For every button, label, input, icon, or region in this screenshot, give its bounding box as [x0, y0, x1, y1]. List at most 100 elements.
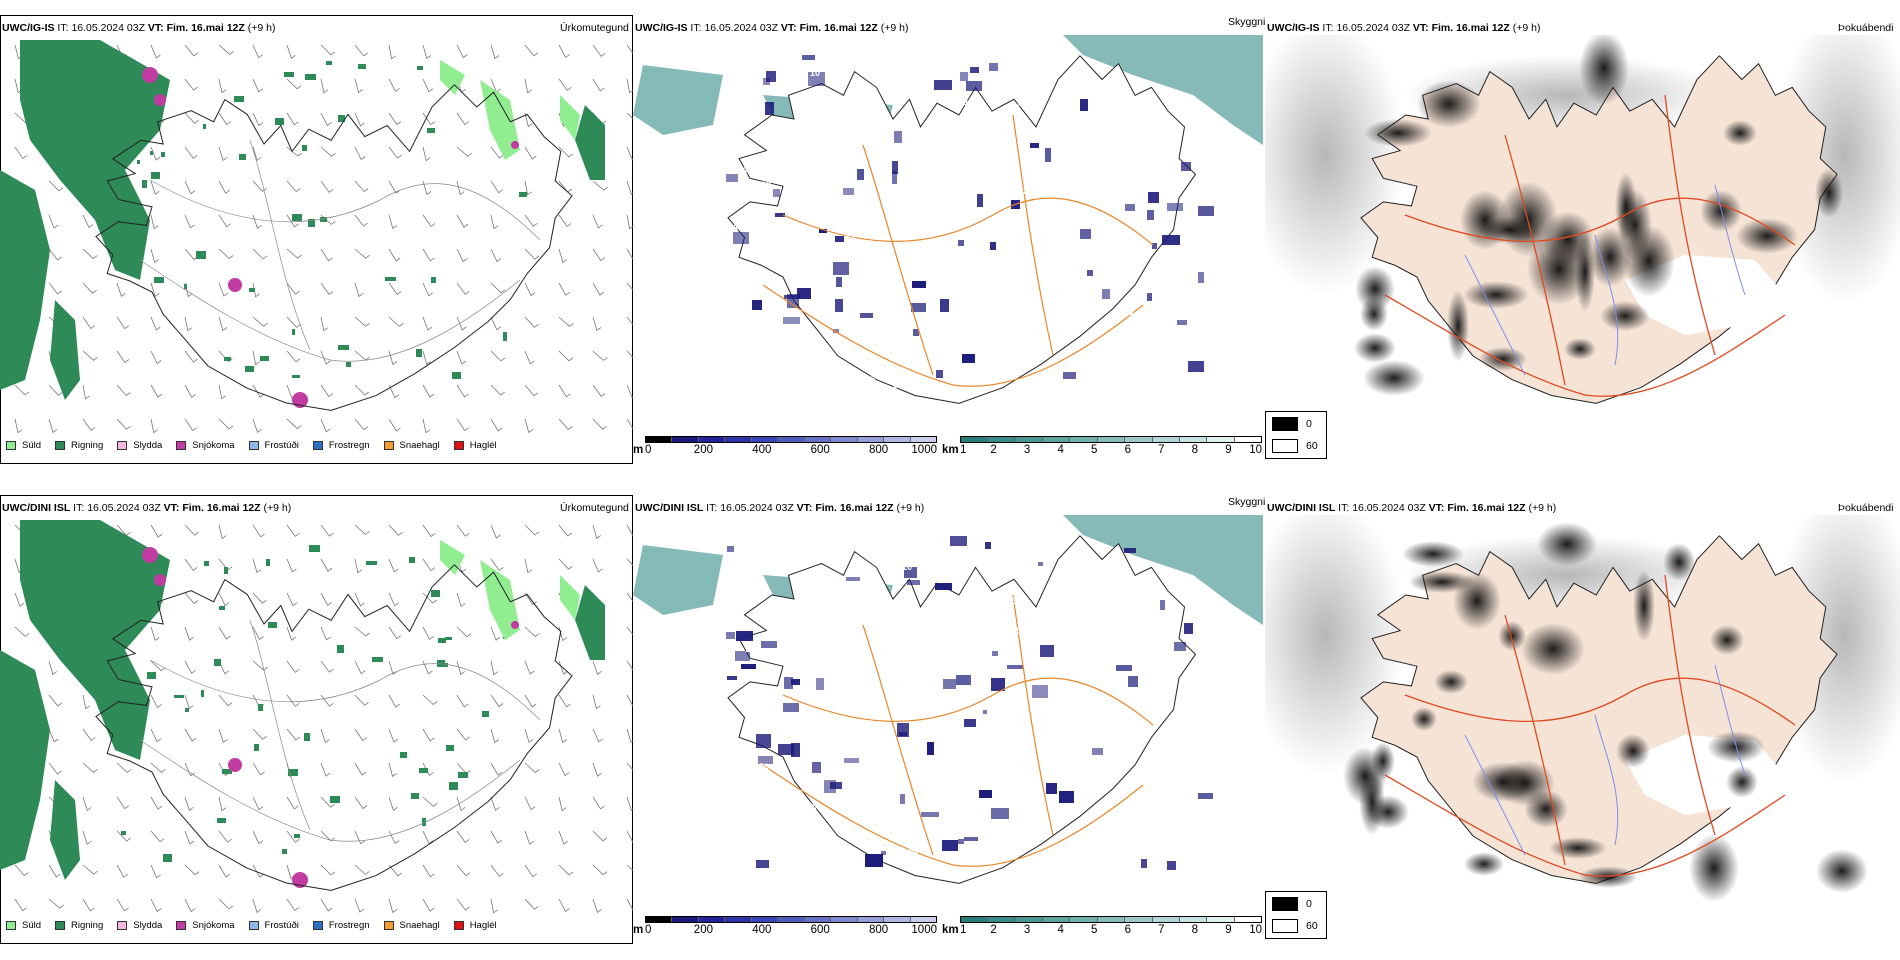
wind-barb	[524, 524, 540, 536]
wind-barb	[48, 418, 58, 434]
low-visibility-area	[1063, 35, 1263, 145]
rain-cell	[292, 375, 300, 378]
wind-barb	[184, 524, 199, 536]
wind-barb	[184, 384, 196, 398]
wind-barb	[354, 78, 363, 94]
legend-label: Rigning	[71, 920, 104, 931]
cloud-cell	[960, 72, 968, 81]
precip-map[interactable]	[0, 20, 633, 460]
wind-barb	[592, 384, 606, 397]
wind-barb	[150, 248, 159, 264]
wind-barb	[82, 282, 97, 294]
wind-barb	[320, 660, 334, 673]
cloud-cell	[1059, 791, 1074, 803]
cloud-cell	[1198, 206, 1214, 216]
cloud-base-value: 110	[1003, 278, 1018, 288]
cloud-cell	[989, 63, 998, 71]
cloud-cell	[892, 161, 898, 174]
wind-barb	[524, 112, 533, 128]
precip-legend-item: Frostúði	[248, 920, 299, 931]
drizzle-area	[480, 560, 520, 640]
cloud-cell	[865, 854, 883, 867]
wind-barb	[14, 418, 23, 434]
cloud-map[interactable]: 72 94 102 63 56 70 88 75 97 46 110 71 67 78 48 37 920 377…	[633, 35, 1263, 440]
wind-barb	[388, 524, 403, 536]
rain-cell	[446, 745, 454, 751]
precip-legend-item: Snaehagl	[383, 440, 440, 451]
colorbar-tick: 1	[960, 444, 967, 456]
wind-barb	[150, 214, 159, 230]
snow-cell	[228, 758, 242, 772]
cloud-cell	[726, 174, 738, 182]
fog-blob	[1564, 338, 1596, 360]
fog-legend-swatch	[1272, 439, 1298, 453]
cloud-cell	[985, 542, 991, 549]
wind-barb	[592, 316, 602, 332]
wind-barb	[48, 248, 62, 261]
legend-label: Snaehagl	[399, 440, 440, 451]
wind-barb	[14, 146, 28, 160]
fog-panel-title: UWC/IG-IS IT: 16.05.2024 03Z VT: Fim. 16…	[1267, 22, 1540, 34]
wind-barb	[626, 418, 633, 430]
wind-barb	[286, 660, 300, 673]
cloud-cell	[835, 299, 843, 312]
wind-barb	[82, 728, 96, 741]
fog-blob	[1815, 168, 1843, 218]
wind-barb	[184, 592, 199, 605]
precip-legend-item: Súld	[6, 440, 41, 451]
river	[1714, 664, 1746, 776]
rain-cell	[201, 690, 204, 697]
wind-barb	[592, 44, 606, 57]
wind-barb	[48, 384, 63, 396]
cloud-cell	[1080, 99, 1088, 111]
valid-time: Fim. 16.mai 12Z	[799, 22, 878, 34]
wind-barb	[592, 248, 606, 262]
precip-legend-item: Haglél	[453, 920, 497, 931]
colorbar-cell	[778, 917, 805, 922]
wind-barb	[320, 762, 331, 777]
wind-barb	[82, 864, 98, 875]
colorbar-cell	[778, 437, 805, 442]
issue-time: 16.05.2024 03Z	[71, 22, 145, 34]
legend-swatch	[312, 441, 323, 450]
fog-map[interactable]	[1265, 35, 1900, 455]
cloud-cell	[766, 71, 776, 82]
cloud-cell	[843, 188, 854, 195]
cloud-cell	[833, 262, 849, 275]
wind-barb	[388, 762, 397, 778]
cloud-base-value: 100	[1011, 626, 1026, 636]
wind-barb	[524, 796, 536, 811]
cloud-base-value: 97	[845, 234, 855, 244]
wind-barb	[490, 316, 502, 331]
colorbar-ticks: 0 200 400 600 800 1000	[645, 443, 937, 457]
precip-map[interactable]	[0, 500, 633, 940]
cloud-base-value: 10	[810, 68, 820, 78]
cloud-cell	[970, 67, 979, 73]
fog-legend-label: 0	[1306, 418, 1312, 430]
colorbar-tick: 4	[1057, 444, 1064, 456]
wind-barb	[252, 592, 267, 604]
wind-barb	[218, 282, 229, 297]
fog-legend-label: 60	[1306, 920, 1318, 932]
wind-barb	[252, 350, 260, 366]
rain-cell	[254, 744, 259, 751]
wind-barb	[456, 660, 466, 676]
rain-cell	[185, 708, 189, 712]
cloud-base-value: 50	[759, 762, 769, 772]
wind-barb	[592, 282, 605, 296]
wind-barb	[286, 180, 301, 193]
wind-barb	[558, 796, 567, 812]
rain-areas	[0, 520, 605, 880]
wind-barb	[14, 898, 27, 912]
rain-cell	[154, 277, 164, 283]
wind-barb	[422, 558, 436, 572]
wind-barb	[184, 626, 194, 641]
rain-cell	[292, 329, 295, 335]
cloud-base-value: 10	[902, 562, 912, 572]
fog-map[interactable]	[1265, 515, 1900, 935]
wind-barb	[626, 384, 633, 399]
wind-barb	[354, 282, 364, 298]
wind-barb	[558, 898, 570, 913]
rain-cell	[385, 277, 396, 281]
